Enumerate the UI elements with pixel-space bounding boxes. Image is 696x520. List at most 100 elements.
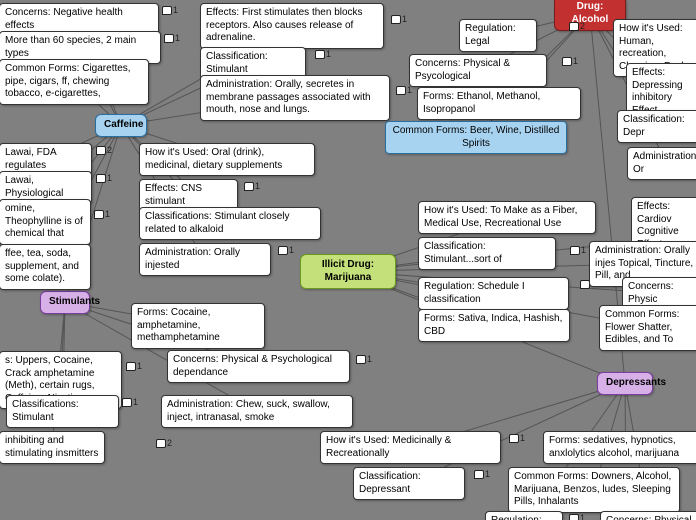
hub-depressants[interactable]: Depressants: [597, 372, 653, 395]
hub-marijuana[interactable]: Illicit Drug: Marijuana: [300, 254, 396, 289]
node-class_stim[interactable]: Classifications: Stimulant: [6, 395, 119, 428]
node-label: How it's Used: Oral (drink), medicinal, …: [145, 147, 282, 171]
node-admin_o[interactable]: Administration: Or: [627, 147, 696, 180]
hub-stimulants[interactable]: Stimulants: [40, 291, 90, 314]
comment-badge[interactable]: 1: [313, 50, 333, 59]
node-class_sortof[interactable]: Classification: Stimulant...sort of: [418, 237, 556, 270]
node-label: Forms: Ethanol, Methanol, Isopropanol: [423, 91, 540, 115]
node-label: Stimulants: [49, 296, 100, 307]
node-class_depr[interactable]: Classification: Depr: [617, 110, 696, 143]
comment-badge[interactable]: 1: [567, 514, 587, 520]
node-cf_flower[interactable]: Common Forms: Flower Shatter, Edibles, a…: [599, 305, 696, 351]
comment-badge[interactable]: 1: [162, 34, 182, 43]
comment-badge[interactable]: 1: [276, 246, 296, 255]
comment-count: 1: [255, 181, 260, 191]
comment-badge[interactable]: 1: [560, 57, 580, 66]
comment-count: 1: [402, 14, 407, 24]
node-label: Classification: Depr: [623, 114, 685, 138]
node-label: Regulation: Legal: [465, 23, 516, 47]
node-conc_phys3[interactable]: Concerns: Physical & P: [600, 511, 696, 520]
node-admin_inj[interactable]: Administration: Orally injested: [139, 243, 271, 276]
node-how_med[interactable]: How it's Used: Medicinally & Recreationa…: [320, 431, 501, 464]
node-forms_sativa[interactable]: Forms: Sativa, Indica, Hashish, CBD: [418, 309, 570, 342]
node-label: Common Forms: Flower Shatter, Edibles, a…: [605, 309, 679, 345]
comment-badge[interactable]: 1: [92, 210, 112, 219]
node-cf_beer[interactable]: Common Forms: Beer, Wine, Distilled Spir…: [385, 121, 567, 154]
node-effects_stim[interactable]: Effects: First stimulates then blocks re…: [200, 3, 384, 49]
node-label: Classifications: Stimulant closely relat…: [145, 211, 290, 235]
node-how_used_oral[interactable]: How it's Used: Oral (drink), medicinal, …: [139, 143, 315, 176]
comment-badge[interactable]: 1: [568, 246, 588, 255]
comment-badge[interactable]: 1: [354, 355, 374, 364]
node-forms_coc[interactable]: Forms: Cocaine, amphetamine, methampheta…: [131, 303, 265, 349]
node-label: Regulation: Schedule I classification: [424, 281, 525, 305]
node-forms_eth[interactable]: Forms: Ethanol, Methanol, Isopropanol: [417, 87, 581, 120]
node-label: Classification: Stimulant: [206, 51, 268, 75]
node-label: Forms: Cocaine, amphetamine, methampheta…: [137, 307, 220, 343]
comment-count: 1: [580, 513, 585, 520]
node-conc_pp[interactable]: Concerns: Physical & Psycological: [409, 54, 547, 87]
comment-badge[interactable]: 1: [242, 182, 262, 191]
node-label: Drug: Alcohol: [572, 1, 609, 25]
node-label: Forms: sedatives, hypnotics, anxlolytics…: [549, 435, 679, 459]
node-label: How it's Used: Medicinally & Recreationa…: [326, 435, 451, 459]
comment-badge[interactable]: 2: [567, 22, 587, 31]
node-reg_legal2[interactable]: Regulation: Legal: [485, 511, 563, 520]
node-label: Common Forms: Beer, Wine, Distilled Spir…: [393, 125, 560, 149]
node-cf_downers[interactable]: Common Forms: Downers, Alcohol, Marijuan…: [508, 467, 680, 513]
comment-badge[interactable]: 1: [120, 398, 140, 407]
comment-count: 1: [173, 5, 178, 15]
comment-count: 1: [133, 397, 138, 407]
node-label: Administration: Orally injested: [145, 247, 240, 271]
node-label: Regulation: Legal: [491, 515, 542, 520]
node-label: omine, Theophylline is of chemical that: [5, 203, 83, 239]
node-how_fiber[interactable]: How it's Used: To Make as a Fiber, Medic…: [418, 201, 596, 234]
node-label: Administration: Orally, secretes in memb…: [206, 79, 371, 115]
node-label: Concerns: Physical & P: [606, 515, 692, 520]
node-inhibit[interactable]: inhibiting and stimulating insmitters: [0, 431, 105, 464]
comment-badge[interactable]: 1: [389, 15, 409, 24]
comment-badge[interactable]: 1: [472, 470, 492, 479]
node-label: Common Forms: Downers, Alcohol, Marijuan…: [514, 471, 671, 507]
comment-badge[interactable]: 1: [507, 434, 527, 443]
node-label: Effects: CNS stimulant: [145, 183, 202, 207]
comment-badge[interactable]: 2: [94, 146, 114, 155]
node-theo[interactable]: omine, Theophylline is of chemical that: [0, 199, 91, 245]
comment-count: 1: [581, 245, 586, 255]
node-label: Effects: First stimulates then blocks re…: [206, 7, 363, 43]
node-label: Concerns: Physic: [628, 281, 674, 305]
comment-badge[interactable]: 1: [160, 6, 180, 15]
node-label: Classifications: Stimulant: [12, 399, 79, 423]
comment-count: 1: [326, 49, 331, 59]
comment-count: 1: [107, 173, 112, 183]
node-label: Administration: Or: [633, 151, 696, 175]
node-conc_ppd[interactable]: Concerns: Physical & Psychological depen…: [167, 350, 350, 383]
node-label: inhibiting and stimulating insmitters: [5, 435, 98, 459]
node-label: Concerns: Physical & Psycological: [415, 58, 510, 82]
comment-badge[interactable]: 1: [394, 86, 414, 95]
comment-count: 1: [520, 433, 525, 443]
comment-badge[interactable]: 1: [124, 362, 144, 371]
node-alkaloid[interactable]: Classifications: Stimulant closely relat…: [139, 207, 321, 240]
comment-count: 1: [367, 354, 372, 364]
node-label: Effects: Depressing inhibitory Effect: [632, 67, 683, 116]
node-label: ffee, tea, soda, supplement, and some co…: [5, 248, 79, 284]
node-label: Forms: Sativa, Indica, Hashish, CBD: [424, 313, 562, 337]
hub-caffeine[interactable]: Caffeine: [95, 114, 147, 137]
node-class_depr2[interactable]: Classification: Depressant: [353, 467, 465, 500]
node-admin_oral[interactable]: Administration: Orally, secretes in memb…: [200, 75, 390, 121]
comment-count: 1: [105, 209, 110, 219]
comment-count: 1: [289, 245, 294, 255]
node-label: Administration: Chew, suck, swallow, inj…: [167, 399, 330, 423]
node-common_forms_t[interactable]: Common Forms: Cigarettes, pipe, cigars, …: [0, 59, 149, 105]
node-reg_legal[interactable]: Regulation: Legal: [459, 19, 537, 52]
node-coffee[interactable]: ffee, tea, soda, supplement, and some co…: [0, 244, 91, 290]
node-admin_chew[interactable]: Administration: Chew, suck, swallow, inj…: [161, 395, 353, 428]
comment-badge[interactable]: 2: [154, 439, 174, 448]
node-label: Common Forms: Cigarettes, pipe, cigars, …: [5, 63, 131, 99]
concept-map-canvas[interactable]: Caffeine Stimulants Illicit Drug: Marijuan…: [0, 0, 696, 520]
node-label: Illicit Drug: Marijuana: [322, 259, 374, 283]
node-reg_sched[interactable]: Regulation: Schedule I classification: [418, 277, 569, 310]
node-forms_sed[interactable]: Forms: sedatives, hypnotics, anxlolytics…: [543, 431, 696, 464]
comment-badge[interactable]: 1: [94, 174, 114, 183]
